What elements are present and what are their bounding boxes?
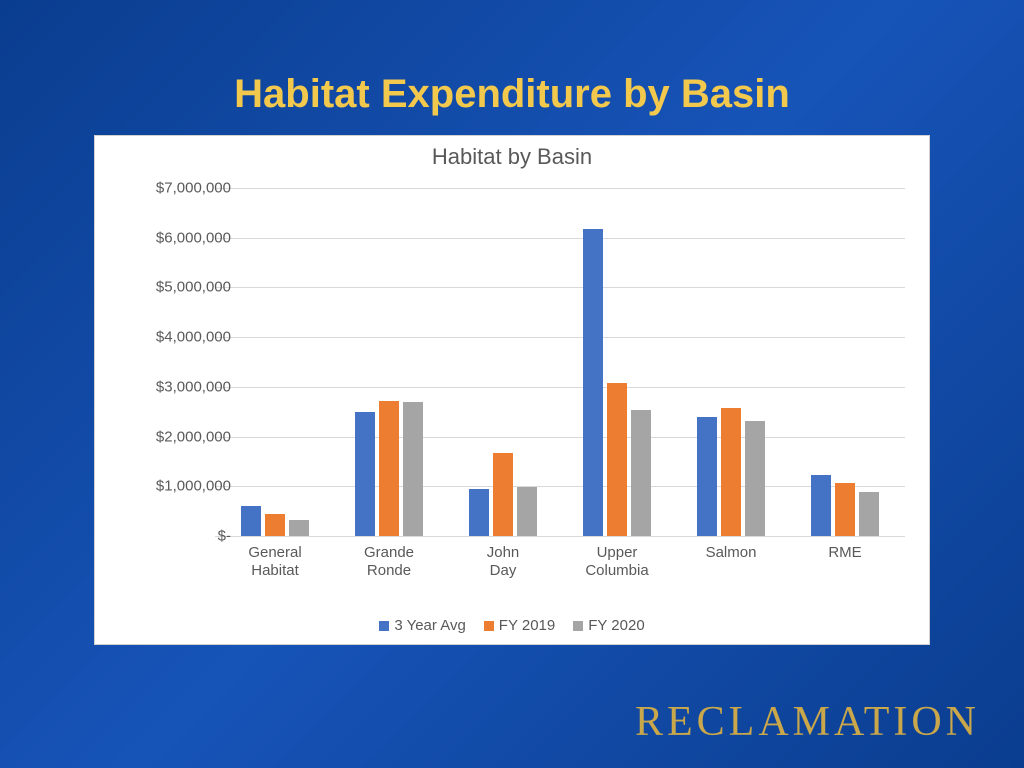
plot-area (215, 188, 905, 536)
legend-label: 3 Year Avg (394, 617, 465, 634)
legend-item: 3 Year Avg (379, 617, 465, 634)
legend-swatch (379, 621, 389, 631)
bar (469, 489, 489, 536)
legend-swatch (573, 621, 583, 631)
x-axis-label: JohnDay (455, 544, 551, 580)
bar (517, 487, 537, 536)
bar (289, 520, 309, 536)
bar (493, 453, 513, 536)
y-axis-label: $- (121, 528, 231, 545)
legend-item: FY 2019 (484, 617, 555, 634)
bar (631, 410, 651, 536)
bar (745, 421, 765, 536)
y-axis-label: $5,000,000 (121, 279, 231, 296)
chart-legend: 3 Year Avg FY 2019 FY 2020 (95, 617, 929, 634)
bar (721, 408, 741, 536)
bar (697, 417, 717, 536)
legend-item: FY 2020 (573, 617, 644, 634)
gridline (215, 486, 905, 487)
chart-container: Habitat by Basin 3 Year Avg FY 2019 FY 202… (94, 135, 930, 645)
y-axis-label: $2,000,000 (121, 428, 231, 445)
x-axis-label: Salmon (683, 544, 779, 562)
bar (403, 402, 423, 536)
gridline (215, 287, 905, 288)
bar (355, 412, 375, 536)
bar (379, 401, 399, 536)
x-axis-label: UpperColumbia (569, 544, 665, 580)
bar (859, 492, 879, 536)
chart-title: Habitat by Basin (95, 136, 929, 170)
bar (835, 483, 855, 536)
x-axis-label: RME (797, 544, 893, 562)
y-axis-label: $6,000,000 (121, 229, 231, 246)
gridline (215, 188, 905, 189)
gridline (215, 238, 905, 239)
legend-label: FY 2020 (588, 617, 644, 634)
slide-title: Habitat Expenditure by Basin (0, 0, 1024, 117)
legend-swatch (484, 621, 494, 631)
bar (607, 383, 627, 536)
gridline (215, 337, 905, 338)
x-axis-label: GeneralHabitat (227, 544, 323, 580)
y-axis-label: $3,000,000 (121, 378, 231, 395)
y-axis-label: $7,000,000 (121, 180, 231, 197)
legend-label: FY 2019 (499, 617, 555, 634)
branding-logo: RECLAMATION (635, 698, 980, 746)
bar (583, 229, 603, 536)
y-axis-label: $1,000,000 (121, 478, 231, 495)
gridline (215, 536, 905, 537)
bar (811, 475, 831, 536)
gridline (215, 387, 905, 388)
y-axis-label: $4,000,000 (121, 329, 231, 346)
bar (241, 506, 261, 536)
x-axis-label: GrandeRonde (341, 544, 437, 580)
gridline (215, 437, 905, 438)
bar (265, 514, 285, 536)
